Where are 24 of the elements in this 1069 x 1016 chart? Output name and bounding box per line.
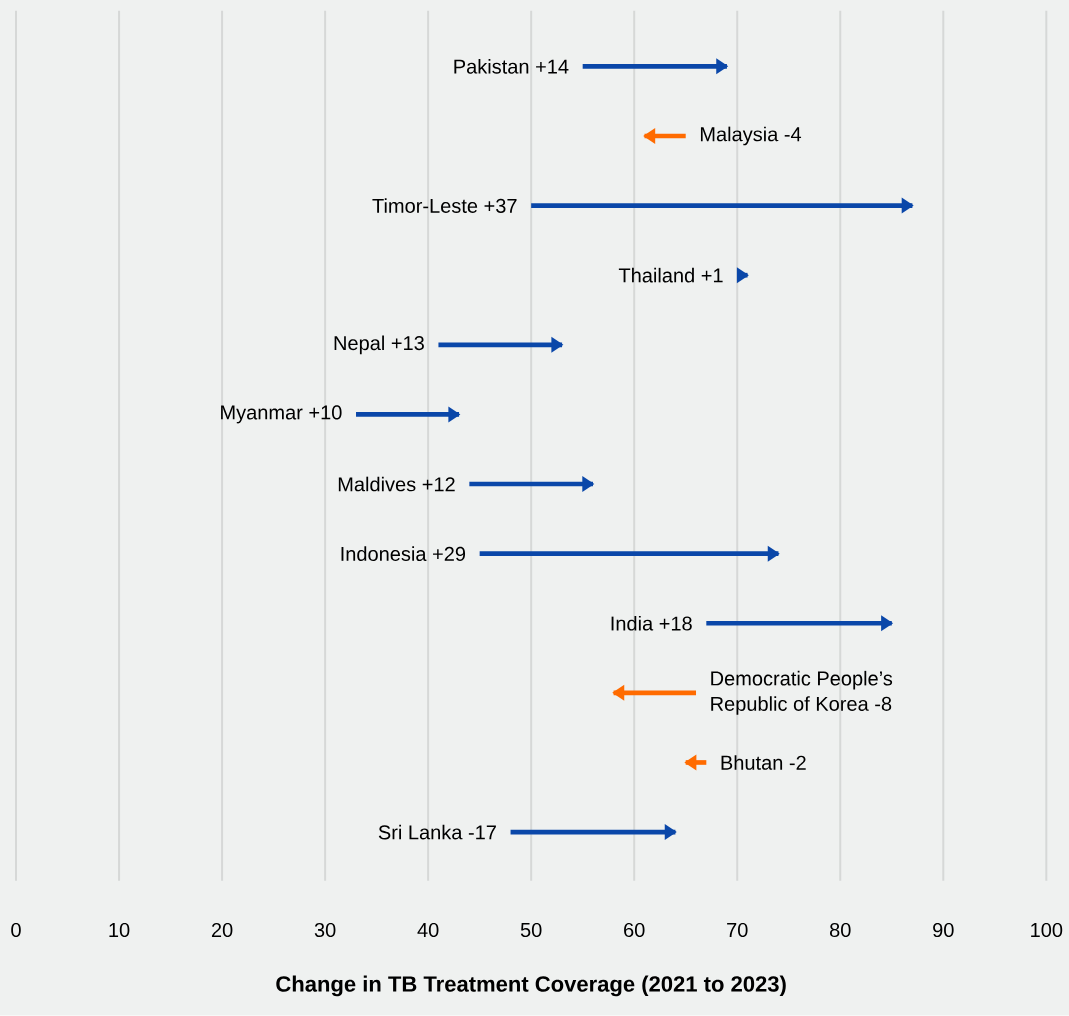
x-tick-label: 30 <box>314 923 336 938</box>
y-tick-label: Maldives +12 <box>338 476 455 492</box>
x-tick-label: 50 <box>520 923 542 938</box>
y-tick-label: Myanmar +10 <box>221 405 342 424</box>
x-tick-label: 10 <box>109 923 130 938</box>
y-tick-label: Malaysia -4 <box>700 126 802 146</box>
y-tick-label: Nepal +13 <box>334 335 424 355</box>
x-tick-label: 60 <box>624 923 645 938</box>
x-tick-label: 40 <box>417 923 439 938</box>
y-tick-label: Timor-Leste +37 <box>372 198 517 214</box>
y-tick-label: India +18 <box>611 616 692 631</box>
x-axis-title: Change in TB Treatment Coverage (2021 to 2023) <box>276 975 786 997</box>
y-tick-label: Bhutan -2 <box>721 755 806 771</box>
x-tick-label: 80 <box>830 923 851 938</box>
y-tick-label: Indonesia +29 <box>341 546 466 562</box>
x-tick-label: 20 <box>211 923 233 938</box>
y-tick-label: Sri Lanka -17 <box>378 824 496 840</box>
x-tick-label: 70 <box>727 923 748 938</box>
y-tick-label: Democratic People’s Republic of Korea -8 <box>711 671 893 716</box>
x-tick-label: 100 <box>1031 923 1063 938</box>
y-tick-label: Thailand +1 <box>618 268 723 283</box>
y-tick-label: Pakistan +14 <box>454 59 569 74</box>
x-tick-label: 90 <box>933 923 954 938</box>
x-tick-label: 0 <box>11 923 21 938</box>
